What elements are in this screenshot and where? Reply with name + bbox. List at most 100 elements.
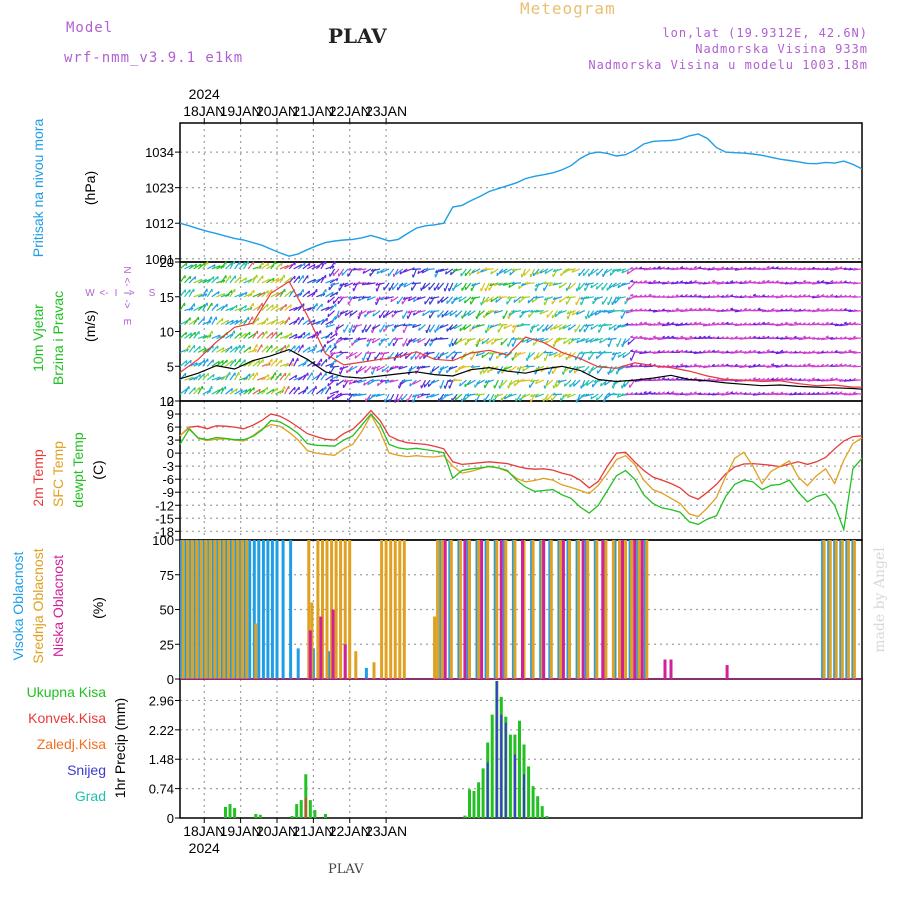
wind-arrow <box>357 268 367 271</box>
wind-arrow-head <box>748 335 752 339</box>
wind-arrow-head <box>739 336 743 340</box>
wind-arrow <box>503 365 513 371</box>
wind-arrow-head <box>276 277 280 282</box>
wind-arrow <box>261 386 268 395</box>
cloud-bar-mid <box>611 540 615 679</box>
wind-arrow-head <box>848 337 852 340</box>
wind-arrow-head <box>807 350 811 354</box>
wind-arrow-head <box>249 307 253 311</box>
wind-arrow <box>533 268 540 277</box>
wind-arrow-head <box>638 363 643 367</box>
wind-arrow-head <box>738 365 743 368</box>
wind-arrow <box>430 310 440 314</box>
wind-arrow-head <box>625 297 629 301</box>
cloud-bar-low <box>669 659 673 679</box>
wind-arrow-head <box>398 283 402 287</box>
wind-arrow-head <box>240 389 243 393</box>
wind-arrow-head <box>352 267 356 271</box>
wind-arrow-head <box>590 284 593 289</box>
wind-arrow-head <box>702 267 706 270</box>
wind-arrow-head <box>630 335 634 338</box>
precip-bar <box>523 774 525 818</box>
top-x-tick-label: 19JAN <box>220 103 262 119</box>
wind-arrow <box>347 393 354 402</box>
wind-arrow-head <box>422 285 425 289</box>
wind-arrow-head <box>766 279 770 283</box>
wind-arrow-head <box>536 271 539 275</box>
wind-arrow-head <box>354 355 357 359</box>
wind-arrow-head <box>563 340 566 344</box>
wind-arrow-head <box>707 280 711 284</box>
wind-arrow-head <box>638 280 643 284</box>
wind-arrow <box>316 276 324 284</box>
wind-key-glyph: <- <box>121 277 132 286</box>
wind-arrow <box>762 268 772 271</box>
wind-arrow-head <box>652 279 656 283</box>
wind-arrow-head <box>213 264 216 268</box>
wind-arrow-head <box>520 378 524 382</box>
wind-arrow <box>530 324 536 333</box>
wind-arrow-head <box>711 336 715 339</box>
wind-arrow-head <box>666 309 670 313</box>
cloud-bar-mid <box>595 540 599 679</box>
wind-arrow-head <box>384 324 388 328</box>
precip-bar <box>545 816 549 818</box>
wind-arrow-head <box>516 337 520 340</box>
wind-arrow-head <box>466 338 470 342</box>
wind-arrow-head <box>449 271 452 275</box>
wind-arrow-head <box>488 357 491 361</box>
wind-arrow-head <box>304 361 307 366</box>
wind-arrow-head <box>490 298 493 303</box>
wind-arrow <box>639 336 649 339</box>
wind-key-glyph: <- <box>99 288 108 299</box>
wind-arrow <box>576 310 585 315</box>
wind-arrow <box>689 365 699 368</box>
wind-arrow <box>536 268 545 275</box>
wind-arrow <box>252 292 262 298</box>
y-tick-label: -18 <box>155 524 174 539</box>
wind-arrow <box>757 282 767 285</box>
wind-arrow <box>852 323 863 326</box>
wind-arrow-head <box>502 282 506 286</box>
wind-arrow-head <box>693 279 697 283</box>
wind-arrow-head <box>448 378 452 382</box>
wind-arrow <box>325 324 335 328</box>
wind-arrow-head <box>784 321 788 325</box>
cloud-bar-mid <box>231 540 235 679</box>
wind-arrow-head <box>417 339 420 343</box>
wind-arrow-head <box>336 375 339 379</box>
wind-arrow <box>553 268 563 273</box>
wind-arrow-head <box>404 355 407 359</box>
wind-arrow-head <box>390 298 393 303</box>
y-tick-label: 15 <box>160 290 174 305</box>
wind-arrow <box>498 282 508 286</box>
wind-arrow <box>698 365 708 368</box>
wind-arrow <box>216 279 226 284</box>
wind-arrow-head <box>734 363 738 367</box>
wind-arrow-head <box>575 301 577 306</box>
wind-arrow-head <box>739 391 743 395</box>
wind-arrow <box>762 351 772 354</box>
wind-arrow-head <box>513 382 516 387</box>
wind-arrow-head <box>448 343 451 348</box>
wind-arrow-head <box>557 337 561 340</box>
cloud-bar-mid <box>181 540 185 679</box>
wind-arrow <box>458 337 467 343</box>
cloud-bar-mid <box>568 540 571 679</box>
wind-arrow <box>707 324 717 326</box>
y-tick-label: 1001 <box>145 252 174 267</box>
wind-arrow-head <box>629 308 634 312</box>
cloud-bar-high <box>261 540 265 679</box>
wind-arrow <box>284 263 293 270</box>
wind-arrow <box>188 263 197 270</box>
wind-arrow-head <box>625 310 629 314</box>
wind-arrow-head <box>529 273 532 278</box>
wind-arrow <box>363 379 372 386</box>
wind-arrow <box>540 268 549 274</box>
wind-arrow-head <box>185 332 188 336</box>
wind-arrow-head <box>368 396 371 401</box>
wind-arrow-head <box>493 282 497 286</box>
wind-arrow-head <box>375 301 377 305</box>
wind-arrow-head <box>443 385 446 389</box>
wind-arrow <box>311 303 318 311</box>
